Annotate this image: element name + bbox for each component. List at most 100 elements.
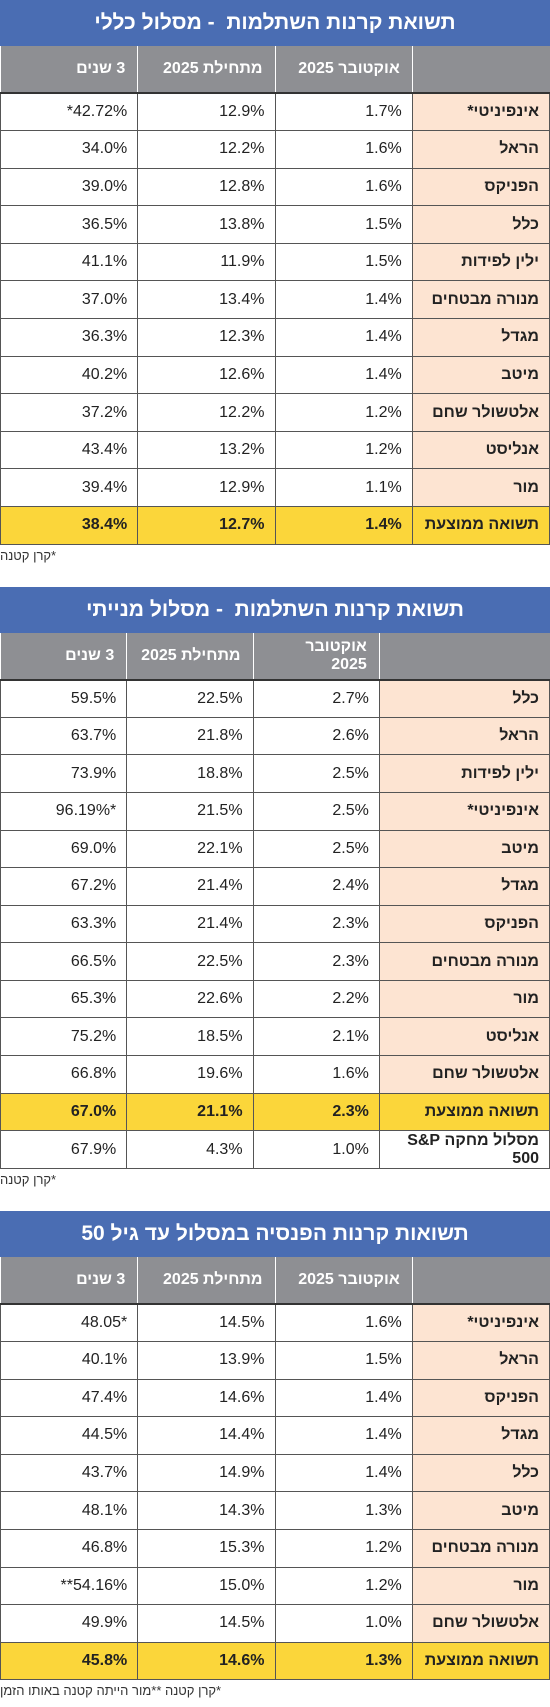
value-cell: 2.6%	[252, 716, 380, 756]
value-cell: 39.0%	[0, 167, 139, 207]
header-cell: 3 שנים	[0, 1256, 138, 1305]
value-cell: 12.2%	[137, 393, 276, 432]
header-cell: מתחילת 2025	[137, 46, 275, 94]
value-cell: 1.2%	[274, 1528, 413, 1568]
value-cell: 19.6%	[126, 1055, 254, 1094]
value-cell: 14.3%	[137, 1491, 276, 1530]
value-cell: 43.7%	[0, 1453, 139, 1493]
value-cell: 69.0%	[0, 829, 128, 869]
table-row: אינפיניטי* 1.6% 14.5% 48.05*	[0, 1303, 550, 1342]
value-cell: 12.3%	[137, 318, 276, 357]
table-row: מור 2.2% 22.6% 65.3%	[0, 979, 550, 1019]
header-cell	[378, 632, 550, 681]
value-cell: 49.9%	[0, 1604, 139, 1643]
value-cell: 12.7%	[137, 506, 276, 545]
value-cell: 2.2%	[252, 979, 380, 1019]
value-cell: 21.8%	[126, 716, 254, 756]
value-cell: 37.0%	[0, 280, 139, 320]
value-cell: 12.2%	[137, 130, 276, 169]
table-row: מגדל 2.4% 21.4% 67.2%	[0, 867, 550, 906]
value-cell: 22.6%	[126, 979, 254, 1019]
table-row: אלטשולר שחם 1.6% 19.6% 66.8%	[0, 1055, 550, 1094]
value-cell: 41.1%	[0, 242, 139, 282]
label-cell: אלטשולר שחם	[411, 393, 550, 432]
table-title: תשואת קרנות השתלמות - מסלול מנייתי	[0, 586, 550, 633]
table-row: אנליסט 1.2% 13.2% 43.4%	[0, 430, 550, 470]
value-cell: 48.1%	[0, 1491, 139, 1530]
value-cell: 2.4%	[252, 867, 380, 906]
value-cell: 67.2%	[0, 867, 128, 906]
value-cell: 1.4%	[274, 318, 413, 357]
table-row: מיטב 2.5% 22.1% 69.0%	[0, 829, 550, 869]
table-row: ילין לפידות 2.5% 18.8% 73.9%	[0, 754, 550, 793]
value-cell: 2.5%	[252, 791, 380, 831]
value-cell: 15.3%	[137, 1528, 276, 1568]
table-row: אינפיניטי* 1.7% 12.9% *42.72%	[0, 92, 550, 132]
value-cell: 1.2%	[274, 393, 413, 432]
label-cell: מנורה מבטחים	[411, 280, 550, 320]
value-cell: 39.4%	[0, 468, 139, 508]
value-cell: 14.4%	[137, 1416, 276, 1455]
label-cell: אינפיניטי*	[378, 791, 550, 831]
value-cell: 2.3%	[252, 1092, 380, 1132]
label-cell: הראל	[378, 716, 550, 756]
table-title: תשואות קרנות הפנסיה במסלול עד גיל 50	[0, 1210, 550, 1257]
value-cell: 45.8%	[0, 1641, 139, 1681]
header-cell: מתחילת 2025	[126, 632, 254, 681]
value-cell: 36.5%	[0, 205, 139, 244]
data-table: אוקטובר 2025 מתחילת 2025 3 שנים אינפיניטי* 1…	[0, 46, 550, 545]
label-cell: מגדל	[378, 867, 550, 906]
label-cell: ילין לפידות	[411, 242, 550, 282]
label-cell: אנליסט	[378, 1017, 550, 1057]
value-cell: 1.6%	[274, 1303, 413, 1342]
label-cell: מגדל	[411, 1416, 550, 1455]
value-cell: 18.5%	[126, 1017, 254, 1057]
value-cell: 14.6%	[137, 1378, 276, 1418]
table-row: כלל 2.7% 22.5% 59.5%	[0, 679, 550, 718]
table-row: הראל 2.6% 21.8% 63.7%	[0, 716, 550, 756]
header-cell: אוקטובר 2025	[252, 632, 380, 681]
value-cell: 66.5%	[0, 942, 128, 981]
table-row: אינפיניטי* 2.5% 21.5% 96.19%*	[0, 791, 550, 831]
value-cell: 1.5%	[274, 242, 413, 282]
value-cell: 44.5%	[0, 1416, 139, 1455]
header-row: אוקטובר 2025 מתחילת 2025 3 שנים	[0, 1256, 550, 1305]
label-cell: תשואה ממוצעת	[411, 1641, 550, 1681]
value-cell: 37.2%	[0, 393, 139, 432]
label-cell: ילין לפידות	[378, 754, 550, 793]
label-cell: מנורה מבטחים	[378, 942, 550, 981]
label-cell: תשואה ממוצעת	[411, 506, 550, 545]
table-row: אנליסט 2.1% 18.5% 75.2%	[0, 1017, 550, 1057]
value-cell: 1.6%	[252, 1055, 380, 1094]
value-cell: 1.4%	[274, 1378, 413, 1418]
header-row: אוקטובר 2025 מתחילת 2025 3 שנים	[0, 632, 550, 681]
value-cell: 63.3%	[0, 904, 128, 944]
value-cell: 22.5%	[126, 942, 254, 981]
value-cell: 1.1%	[274, 468, 413, 508]
value-cell: 12.9%	[137, 468, 276, 508]
table-block: תשואות קרנות הפנסיה במסלול עד גיל 50 אוקט…	[0, 1210, 550, 1704]
value-cell: 2.7%	[252, 679, 380, 718]
value-cell: 21.4%	[126, 867, 254, 906]
label-cell: אינפיניטי*	[411, 1303, 550, 1342]
value-cell: 2.5%	[252, 829, 380, 869]
table-block: תשואת קרנות השתלמות - מסלול כללי אוקטובר …	[0, 0, 550, 569]
label-cell: תשואה ממוצעת	[378, 1092, 550, 1132]
value-cell: 59.5%	[0, 679, 128, 718]
value-cell: 1.5%	[274, 205, 413, 244]
value-cell: 1.4%	[274, 355, 413, 395]
label-cell: אלטשולר שחם	[411, 1604, 550, 1643]
header-cell: 3 שנים	[0, 632, 127, 681]
table-row: הראל 1.5% 13.9% 40.1%	[0, 1340, 550, 1380]
table-row: מגדל 1.4% 14.4% 44.5%	[0, 1416, 550, 1455]
table-row: כלל 1.5% 13.8% 36.5%	[0, 205, 550, 244]
header-cell	[411, 1256, 550, 1305]
table-row: ילין לפידות 1.5% 11.9% 41.1%	[0, 242, 550, 282]
header-row: אוקטובר 2025 מתחילת 2025 3 שנים	[0, 46, 550, 94]
label-cell: אינפיניטי*	[411, 92, 550, 132]
value-cell: 21.4%	[126, 904, 254, 944]
value-cell: 2.3%	[252, 904, 380, 944]
value-cell: 66.8%	[0, 1055, 128, 1094]
footnote: *קרן קטנה	[0, 1171, 57, 1187]
value-cell: 18.8%	[126, 754, 254, 793]
